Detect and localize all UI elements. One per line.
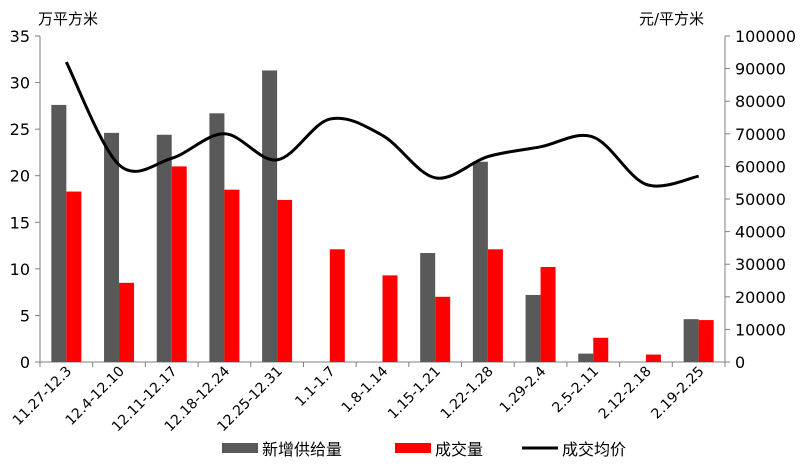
x-tick-label: 2.12-2.18 [596,364,655,423]
left-tick-label: 25 [10,120,30,139]
supply-bar [578,353,594,362]
price-line-path [64,61,700,188]
left-axis-unit: 万平方米 [38,10,98,28]
volume-bar [277,199,293,362]
right-tick-label: 80000 [735,92,786,111]
volume-bar [171,166,187,362]
legend-supply-label: 新增供给量 [262,440,342,459]
x-tick-label: 1.1-1.7 [292,364,338,410]
right-tick-label: 70000 [735,125,786,144]
x-tick-label: 1.29-2.4 [497,363,550,416]
supply-bar [420,253,436,362]
x-tick-label: 1.8-1.14 [339,363,392,416]
volume-bar [645,354,661,362]
right-tick-label: 20000 [735,288,786,307]
bars [51,70,714,363]
right-tick-label: 50000 [735,190,786,209]
watermark-left: 大数跨境 [20,447,72,462]
right-tick-label: 90000 [735,60,786,79]
volume-bar [435,296,451,362]
x-tick-label: 1.22-1.28 [438,364,497,423]
legend-volume-swatch [395,443,431,453]
left-tick-label: 5 [20,306,30,325]
legend-price-label: 成交均价 [562,440,626,459]
left-tick-label: 35 [10,27,30,46]
supply-bar [209,113,225,363]
tick-labels: 0 5 10 15 20 25 30 35 0 10000 20000 30000 40000 50000… [10,27,796,435]
legend-supply-swatch [222,443,258,453]
volume-bar [540,266,556,362]
x-tick-label: 2.5-2.11 [549,364,602,417]
legend-volume-label: 成交量 [435,440,483,459]
right-axis-unit: 元/平方米 [639,10,704,28]
left-tick-label: 30 [10,74,30,93]
supply-bar [683,319,699,362]
volume-bar [487,249,503,362]
left-tick-label: 20 [10,167,30,186]
left-tick-label: 0 [20,353,30,372]
watermark-right: 大数跨境 [665,429,717,444]
volume-bar [66,191,82,362]
legend: 新增供给量 成交量 成交均价 [222,440,626,459]
price-line [64,61,700,188]
right-tick-label: 100000 [735,27,796,46]
right-tick-label: 60000 [735,157,786,176]
volume-bar [382,275,398,362]
volume-bar [329,249,345,362]
right-tick-label: 10000 [735,320,786,339]
supply-bar [472,161,488,362]
supply-bar [104,132,120,362]
volume-bar [224,189,240,362]
x-tick-label: 1.15-1.21 [385,364,444,423]
left-tick-label: 15 [10,213,30,232]
right-tick-label: 30000 [735,255,786,274]
supply-bar [156,134,172,362]
left-tick-label: 10 [10,260,30,279]
right-tick-label: 0 [735,353,745,372]
right-tick-label: 40000 [735,223,786,242]
x-tick-label: 2.19-2.25 [649,364,708,423]
supply-bar [262,70,278,362]
volume-bar [698,320,714,362]
volume-bar [593,337,609,362]
supply-bar [51,104,67,362]
supply-bar [525,294,541,362]
volume-bar [119,282,135,362]
